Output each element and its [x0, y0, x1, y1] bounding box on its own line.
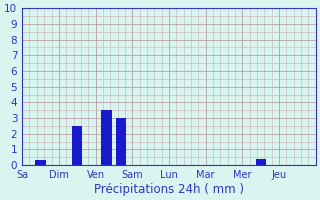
Bar	[72, 126, 82, 165]
Bar	[101, 110, 112, 165]
Bar	[36, 160, 46, 165]
Bar	[256, 159, 266, 165]
Bar	[116, 118, 126, 165]
X-axis label: Précipitations 24h ( mm ): Précipitations 24h ( mm )	[94, 183, 244, 196]
